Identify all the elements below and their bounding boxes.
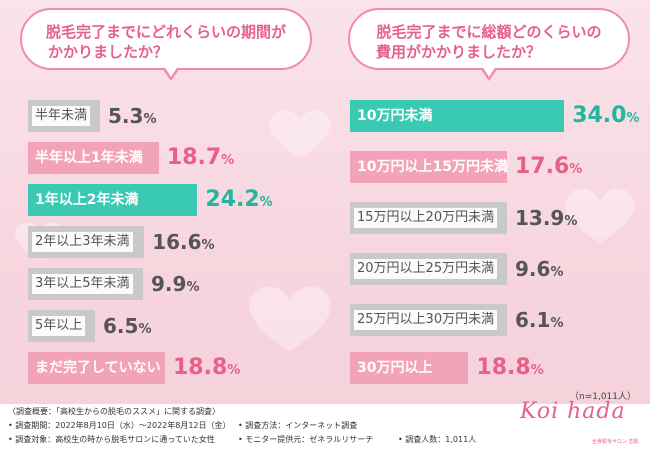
- value-unit: %: [564, 214, 578, 229]
- value-label: 13.9%: [515, 204, 577, 236]
- value-unit: %: [186, 280, 200, 295]
- value-label: 18.7%: [167, 144, 234, 175]
- question-bubble-cost: 脱毛完了までに総額どのくらいの 費用がかかりましたか？: [348, 8, 630, 81]
- category-label: 20万円以上25万円未満: [354, 259, 498, 279]
- value-label: 6.1%: [515, 306, 563, 338]
- bubble-tail: [480, 66, 498, 81]
- category-label: 半年以上1年未満: [35, 150, 143, 166]
- value-label: 17.6%: [515, 153, 582, 184]
- value-number: 17.6: [515, 154, 570, 179]
- value-number: 9.9: [151, 272, 187, 296]
- value-unit: %: [569, 162, 583, 177]
- value-unit: %: [626, 111, 640, 126]
- value-label: 18.8%: [476, 354, 543, 385]
- bar: [350, 151, 507, 183]
- category-label: 3年以上5年未満: [32, 274, 133, 294]
- value-number: 16.6: [152, 230, 202, 254]
- bar-row: 25万円以上30万円未満 6.1%: [350, 304, 597, 336]
- value-unit: %: [259, 195, 273, 210]
- value-number: 9.6: [515, 257, 551, 281]
- category-label: 10万円未満: [357, 108, 433, 124]
- value-number: 18.7: [166, 145, 222, 170]
- survey-count: • 調査人数：1,011人: [398, 435, 477, 444]
- value-number: 13.9: [515, 206, 565, 230]
- category-label: まだ完了していない: [35, 360, 161, 376]
- category-label: 15万円以上20万円未満: [354, 208, 498, 228]
- bar-row: まだ完了していない 18.8%: [28, 352, 255, 384]
- question-line-1: 脱毛完了までに総額どのくらいの: [376, 23, 602, 41]
- bar: [28, 142, 159, 174]
- value-label: 18.8%: [173, 354, 240, 385]
- value-unit: %: [201, 238, 215, 253]
- bar-row: 2年以上3年未満 16.6%: [28, 226, 234, 258]
- category-label: 1年以上2年未満: [35, 192, 139, 208]
- value-number: 6.1: [515, 308, 551, 332]
- question-line-2: 費用がかかりましたか？: [376, 43, 542, 61]
- value-unit: %: [530, 363, 544, 378]
- question-line-2: かかりましたか？: [48, 43, 169, 61]
- survey-period: • 調査期間：2022年8月10日（水）〜2022年8月12日（金）: [8, 421, 231, 430]
- logo-subtitle: 全身脱毛サロン 恋肌: [592, 439, 639, 445]
- category-label: 5年以上: [32, 316, 86, 336]
- question-bubble-duration: 脱毛完了までにどれくらいの期間が かかりましたか？: [20, 8, 312, 81]
- bar-row: 10万円以上15万円未満 17.6%: [350, 151, 597, 183]
- value-label: 24.2%: [205, 186, 272, 217]
- category-label: 半年未満: [32, 106, 91, 126]
- survey-overview: 〈調査概要：「高校生からの脱毛のススメ」に関する調査〉: [8, 407, 220, 416]
- value-label: 9.9%: [151, 270, 199, 302]
- value-number: 34.0: [572, 103, 627, 128]
- value-unit: %: [138, 322, 152, 337]
- value-number: 24.2: [205, 187, 260, 212]
- survey-footer: 〈調査概要：「高校生からの脱毛のススメ」に関する調査〉 • 調査期間：2022年…: [0, 399, 650, 450]
- bar-row: 20万円以上25万円未満 9.6%: [350, 253, 597, 285]
- value-number: 18.8: [476, 355, 531, 380]
- value-number: 18.8: [173, 355, 228, 380]
- koihada-logo: Koi hada 全身脱毛サロン 恋肌: [520, 399, 640, 446]
- bar-row: 10万円未満 34.0%: [350, 100, 650, 132]
- bar-row: 30万円以上 18.8%: [350, 352, 558, 384]
- value-label: 6.5%: [103, 312, 151, 344]
- bar: [28, 352, 165, 384]
- category-label: 30万円以上: [357, 360, 433, 376]
- bar: [350, 100, 565, 132]
- bar: [350, 352, 469, 384]
- value-unit: %: [227, 363, 241, 378]
- value-unit: %: [221, 153, 235, 168]
- bar-row: 半年以上1年未満 18.7%: [28, 142, 249, 174]
- logo-text: Koi hada: [520, 399, 626, 424]
- bubble-tail: [162, 66, 180, 81]
- value-label: 34.0%: [572, 102, 639, 133]
- bar-row: 5年以上 6.5%: [28, 310, 185, 342]
- sample-size-note: （n=1,011人）: [569, 392, 636, 402]
- category-label: 10万円以上15万円未満: [357, 159, 508, 175]
- bar-row: 3年以上5年未満 9.9%: [28, 268, 233, 300]
- value-number: 6.5: [103, 314, 139, 338]
- survey-target: • 調査対象：高校生の時から脱毛サロンに通っていた女性: [8, 435, 215, 444]
- value-label: 16.6%: [152, 228, 214, 260]
- bar-row: 半年未満 5.3%: [28, 100, 190, 132]
- category-label: 25万円以上30万円未満: [354, 310, 498, 330]
- value-unit: %: [143, 112, 157, 127]
- value-unit: %: [550, 265, 564, 280]
- value-number: 5.3: [108, 104, 144, 128]
- survey-method: • 調査方法：インターネット調査: [238, 421, 358, 430]
- bar: [28, 184, 198, 216]
- bar-row: 15万円以上20万円未満 13.9%: [350, 202, 597, 234]
- value-unit: %: [550, 316, 564, 331]
- value-label: 5.3%: [108, 102, 156, 134]
- bar-row: 1年以上2年未満 24.2%: [28, 184, 287, 216]
- survey-provider: • モニター提供元：ゼネラルリサーチ: [238, 435, 374, 444]
- value-label: 9.6%: [515, 255, 563, 287]
- category-label: 2年以上3年未満: [32, 232, 133, 252]
- question-line-1: 脱毛完了までにどれくらいの期間が: [45, 23, 286, 41]
